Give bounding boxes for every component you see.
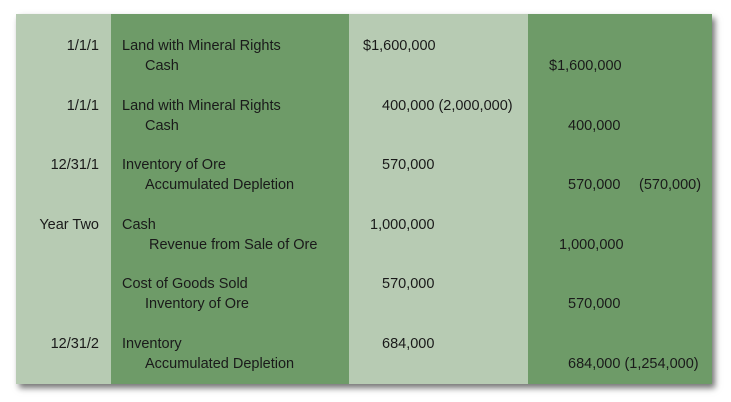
debit-row: 400,000 (2,000,000) [349,96,528,136]
account-row: Inventory Accumulated Depletion [111,334,349,374]
credit-amount: 400,000 [568,118,621,134]
credit-account: Accumulated Depletion [145,177,295,193]
credit-row: 570,000 (570,000) [528,155,712,195]
debit-row: 1,000,000 [349,215,528,255]
journal-entry-table: 1/1/1 1/1/1 12/31/1 Year Two 12/31/2 Lan… [16,14,712,384]
credit-row: $1,600,000 [528,36,712,76]
debit-row: $1,600,000 [349,36,528,76]
debit-account: Inventory [122,336,182,352]
debit-account: Inventory of Ore [122,157,226,173]
account-row: Cost of Goods Sold Inventory of Ore [111,274,349,314]
credit-amount: 570,000 [568,177,621,193]
entry-date: 1/1/1 [66,98,99,114]
credit-account: Inventory of Ore [145,296,249,312]
debit-amount: 570,000 [382,276,435,292]
debit-row: 684,000 [349,334,528,374]
debit-column: $1,600,000 400,000 (2,000,000) 570,000 1… [349,14,528,384]
entry-date: 12/31/1 [50,157,99,173]
credit-amount: 684,000 (1,254,000) [568,356,699,372]
credit-amount: $1,600,000 [549,58,622,74]
date-row [16,274,111,314]
entry-date: 1/1/1 [66,38,99,54]
date-row: 1/1/1 [16,36,111,76]
date-row: 12/31/2 [16,334,111,374]
account-column: Land with Mineral Rights Cash Land with … [111,14,349,384]
date-row: Year Two [16,215,111,255]
credit-row: 1,000,000 [528,215,712,255]
credit-amount: 570,000 [568,296,621,312]
date-row: 1/1/1 [16,96,111,136]
debit-amount: 684,000 [382,336,435,352]
account-row: Land with Mineral Rights Cash [111,36,349,76]
credit-account: Cash [145,58,179,74]
debit-amount: 570,000 [382,157,435,173]
credit-column: $1,600,000 400,000 570,000 (570,000) 1,0… [528,14,712,384]
account-row: Cash Revenue from Sale of Ore [111,215,349,255]
account-row: Inventory of Ore Accumulated Depletion [111,155,349,195]
debit-account: Cash [122,217,156,233]
credit-account: Revenue from Sale of Ore [149,237,318,253]
debit-amount: $1,600,000 [363,38,436,54]
credit-account: Accumulated Depletion [145,356,295,372]
date-row: 12/31/1 [16,155,111,195]
credit-row: 684,000 (1,254,000) [528,334,712,374]
debit-amount: 400,000 (2,000,000) [382,98,513,114]
debit-row: 570,000 [349,274,528,314]
debit-row: 570,000 [349,155,528,195]
debit-account: Cost of Goods Sold [122,276,248,292]
date-column: 1/1/1 1/1/1 12/31/1 Year Two 12/31/2 [16,14,111,384]
entry-date: Year Two [39,217,99,233]
credit-row: 570,000 [528,274,712,314]
credit-amount: 1,000,000 [559,237,624,253]
account-row: Land with Mineral Rights Cash [111,96,349,136]
running-total: (570,000) [639,177,702,193]
entry-date: 12/31/2 [50,336,99,352]
credit-account: Cash [145,118,179,134]
credit-row: 400,000 [528,96,712,136]
debit-account: Land with Mineral Rights [122,38,281,54]
debit-account: Land with Mineral Rights [122,98,281,114]
debit-amount: 1,000,000 [370,217,435,233]
